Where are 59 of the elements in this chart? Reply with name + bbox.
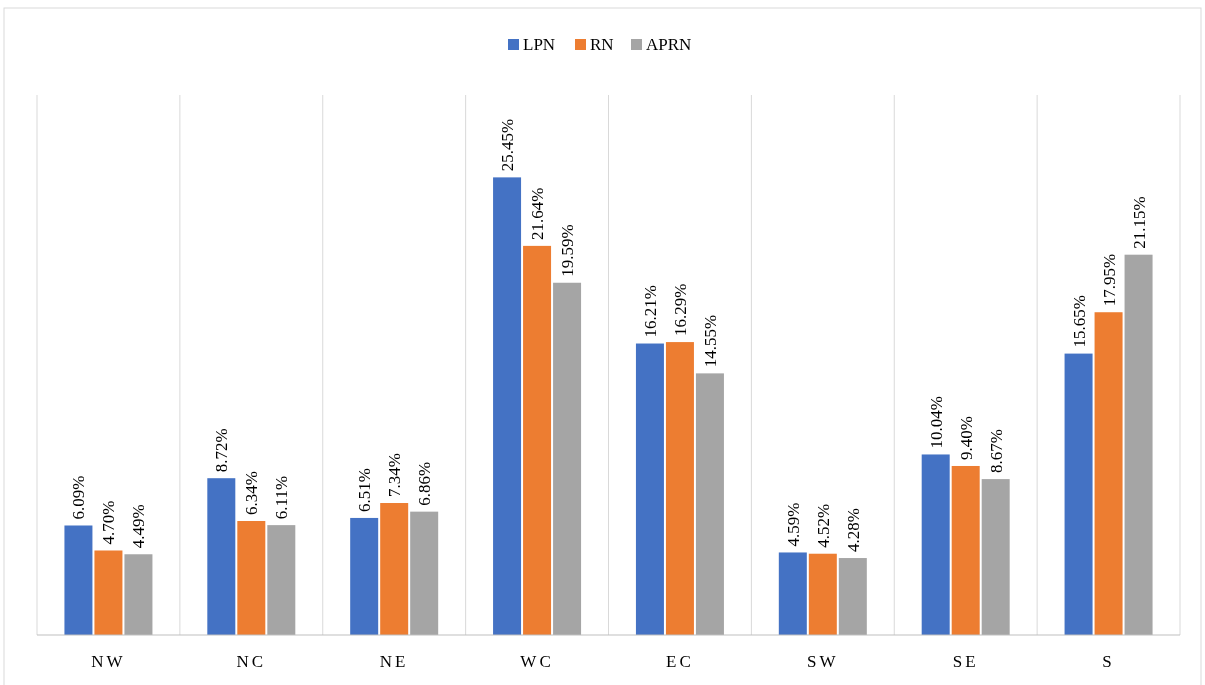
x-tick-label: SE [952,652,979,671]
bar [981,479,1010,635]
x-tick-label: WC [520,652,554,671]
bar [1094,312,1123,635]
bar [695,373,724,635]
x-tick-label: NC [236,652,267,671]
data-label: 9.40% [956,416,976,460]
bar [94,550,123,635]
data-label: 21.15% [1129,196,1149,249]
data-label: 15.65% [1069,295,1089,348]
bar [523,245,552,635]
bar [267,525,296,635]
data-label: 25.45% [498,118,518,172]
data-label: 6.09% [69,475,89,520]
x-tick-label: S [1102,652,1115,671]
legend-label: LPN [523,35,556,54]
bar [1124,254,1153,635]
x-tick-label: EC [666,652,694,671]
bar [410,511,439,635]
bar [350,517,379,635]
bar [921,454,950,635]
bar [493,177,522,635]
data-label: 4.52% [813,503,833,548]
data-label: 19.59% [558,224,578,277]
bar [665,342,694,635]
bar [838,558,867,635]
x-tick-label: NW [91,652,126,671]
bar [124,554,153,635]
data-label: 4.28% [843,508,863,553]
bar [635,343,664,635]
data-label: 4.49% [129,504,149,549]
bar [951,465,980,635]
x-tick-label: NE [379,652,409,671]
legend-label: APRN [646,35,692,54]
x-tick-label: SW [807,652,839,671]
data-label: 16.21% [640,285,660,338]
bar [207,478,236,635]
data-label: 6.11% [272,475,292,520]
data-label: 4.70% [99,500,119,545]
data-label: 10.04% [926,396,946,449]
bar [808,553,837,635]
data-label: 14.55% [700,314,720,368]
data-label: 16.29% [670,283,690,337]
data-label: 8.72% [212,428,232,473]
data-label: 7.34% [385,453,405,498]
bar [553,282,582,635]
data-label: 8.67% [986,429,1006,474]
bar [237,521,266,635]
bar [778,552,807,635]
data-label: 6.86% [415,461,435,506]
bar [380,503,409,635]
data-label: 6.51% [355,468,375,512]
data-label: 4.59% [783,502,803,547]
data-label: 21.64% [528,187,548,240]
legend-label: RN [590,35,614,54]
data-label: 17.95% [1099,253,1119,307]
data-label: 6.34% [242,471,262,515]
bar [64,525,93,635]
bar [1064,353,1093,635]
